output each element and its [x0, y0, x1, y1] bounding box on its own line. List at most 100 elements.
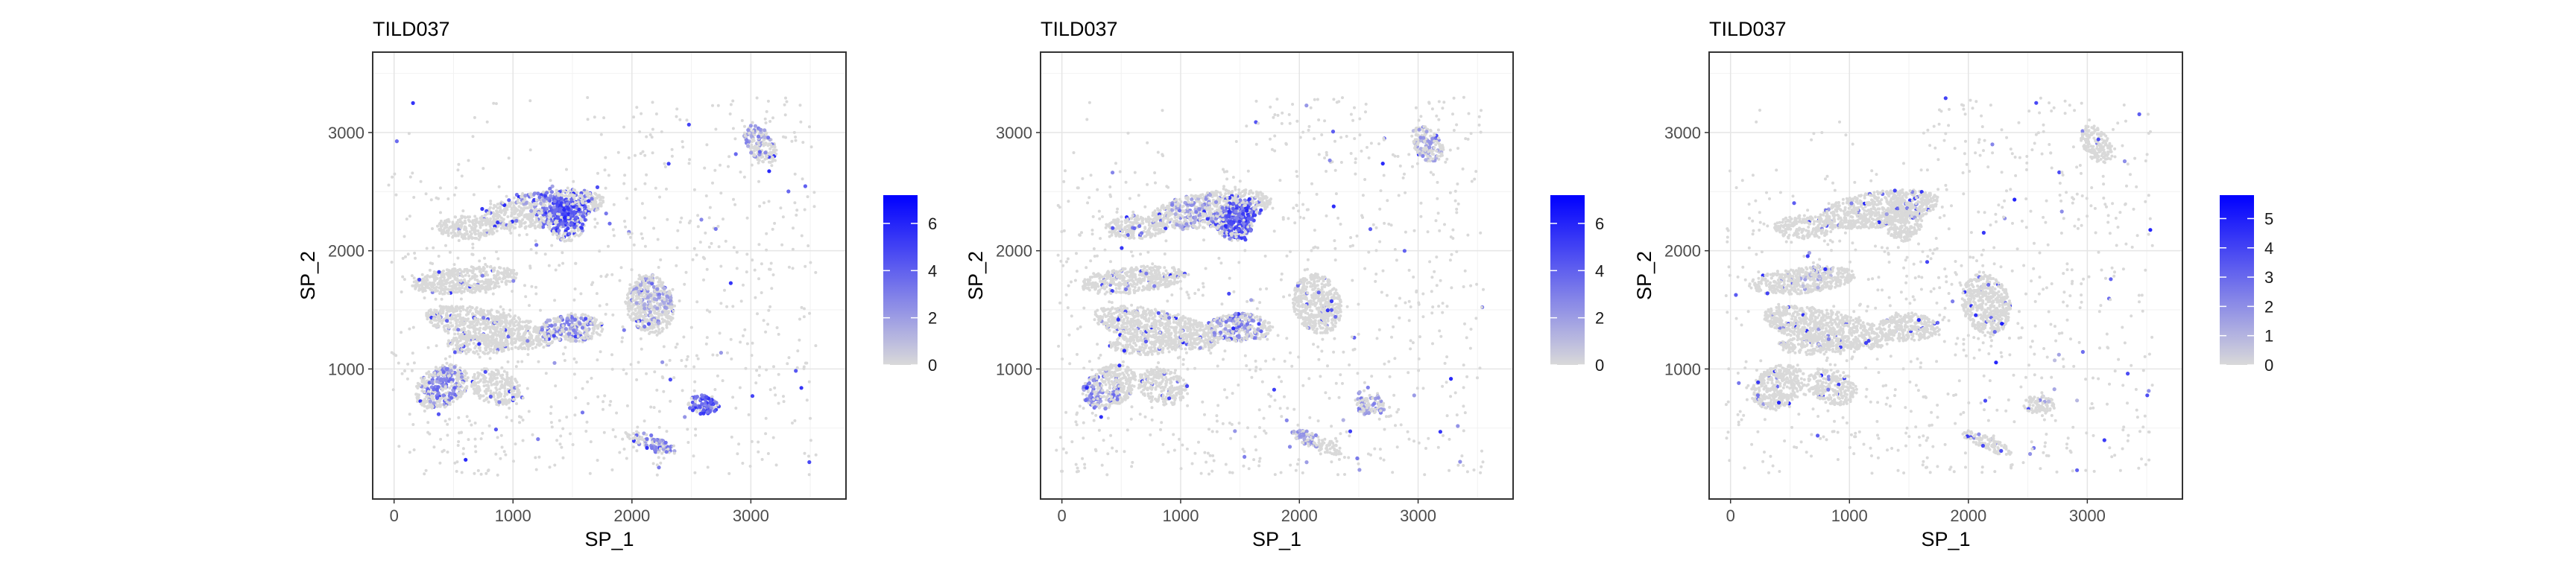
data-point [612, 234, 616, 238]
data-point [498, 391, 502, 394]
data-point [509, 334, 513, 337]
data-point [561, 251, 564, 255]
data-point [670, 154, 674, 158]
data-point [487, 232, 491, 236]
data-point [640, 294, 644, 298]
data-point [467, 235, 471, 239]
data-point [408, 214, 411, 218]
data-point [514, 273, 518, 276]
data-point [487, 284, 490, 287]
data-point [502, 277, 505, 281]
data-point [485, 264, 489, 268]
data-point [575, 191, 578, 194]
data-point [456, 328, 461, 332]
data-point [435, 387, 440, 393]
data-point [417, 288, 421, 292]
data-point [423, 296, 426, 299]
data-point [681, 145, 685, 149]
data-point [585, 328, 589, 331]
data-point [493, 321, 496, 325]
data-point [555, 439, 559, 442]
data-point [652, 406, 656, 410]
data-point [570, 323, 574, 327]
data-point [438, 279, 442, 282]
data-point [443, 285, 447, 289]
data-point [628, 287, 631, 290]
data-point [480, 206, 484, 212]
data-point [468, 215, 471, 219]
data-point [650, 278, 654, 282]
data-point [483, 369, 487, 374]
data-point [473, 372, 476, 376]
data-point [426, 346, 430, 349]
data-point [603, 394, 607, 398]
data-point [435, 344, 438, 348]
data-point [473, 437, 477, 441]
data-point [681, 140, 684, 144]
data-point [440, 232, 443, 235]
data-point [716, 374, 719, 378]
data-point [488, 331, 492, 334]
data-point [503, 401, 507, 404]
data-point [594, 200, 598, 204]
data-point [500, 445, 504, 449]
data-point [558, 419, 561, 422]
data-point [456, 383, 460, 387]
data-point [424, 384, 427, 388]
data-point [494, 205, 497, 209]
data-point [584, 197, 587, 201]
data-point [620, 340, 624, 343]
data-point [445, 361, 449, 365]
data-point [480, 368, 484, 372]
data-point [579, 316, 584, 320]
data-point [622, 448, 626, 451]
data-point [441, 370, 446, 375]
data-point [523, 331, 526, 334]
data-point [438, 286, 441, 290]
data-point [473, 273, 477, 276]
data-point [530, 285, 534, 288]
data-point [654, 276, 658, 280]
data-point [765, 136, 771, 140]
data-point [650, 282, 654, 286]
data-point [519, 201, 523, 205]
data-point [595, 208, 599, 212]
data-point [793, 172, 797, 176]
data-point [511, 318, 514, 322]
data-point [479, 437, 483, 441]
data-point [450, 305, 454, 308]
data-point [569, 432, 572, 436]
data-point [774, 463, 778, 467]
data-point [477, 385, 481, 389]
data-point [767, 308, 771, 312]
data-point [446, 329, 449, 333]
data-point [449, 392, 455, 396]
data-point [455, 290, 459, 294]
data-point [475, 284, 479, 287]
data-point [456, 369, 460, 372]
data-point [528, 224, 532, 228]
data-point [449, 369, 453, 373]
data-point [753, 153, 757, 157]
data-point [534, 243, 539, 247]
data-point [480, 273, 484, 278]
data-point [576, 212, 580, 216]
data-point [502, 217, 505, 221]
data-point [491, 335, 495, 339]
data-point [467, 269, 471, 273]
data-point [472, 325, 475, 329]
data-point [474, 331, 477, 335]
data-point [662, 457, 666, 460]
data-point [804, 264, 807, 268]
data-point [640, 287, 643, 291]
data-point [773, 221, 777, 225]
data-point [426, 317, 429, 321]
data-point [501, 373, 505, 377]
data-point [645, 372, 648, 375]
data-point [651, 151, 654, 155]
data-point [680, 359, 684, 362]
data-point [801, 141, 805, 144]
data-point [798, 338, 801, 342]
data-point [511, 328, 514, 331]
data-point [456, 274, 460, 277]
